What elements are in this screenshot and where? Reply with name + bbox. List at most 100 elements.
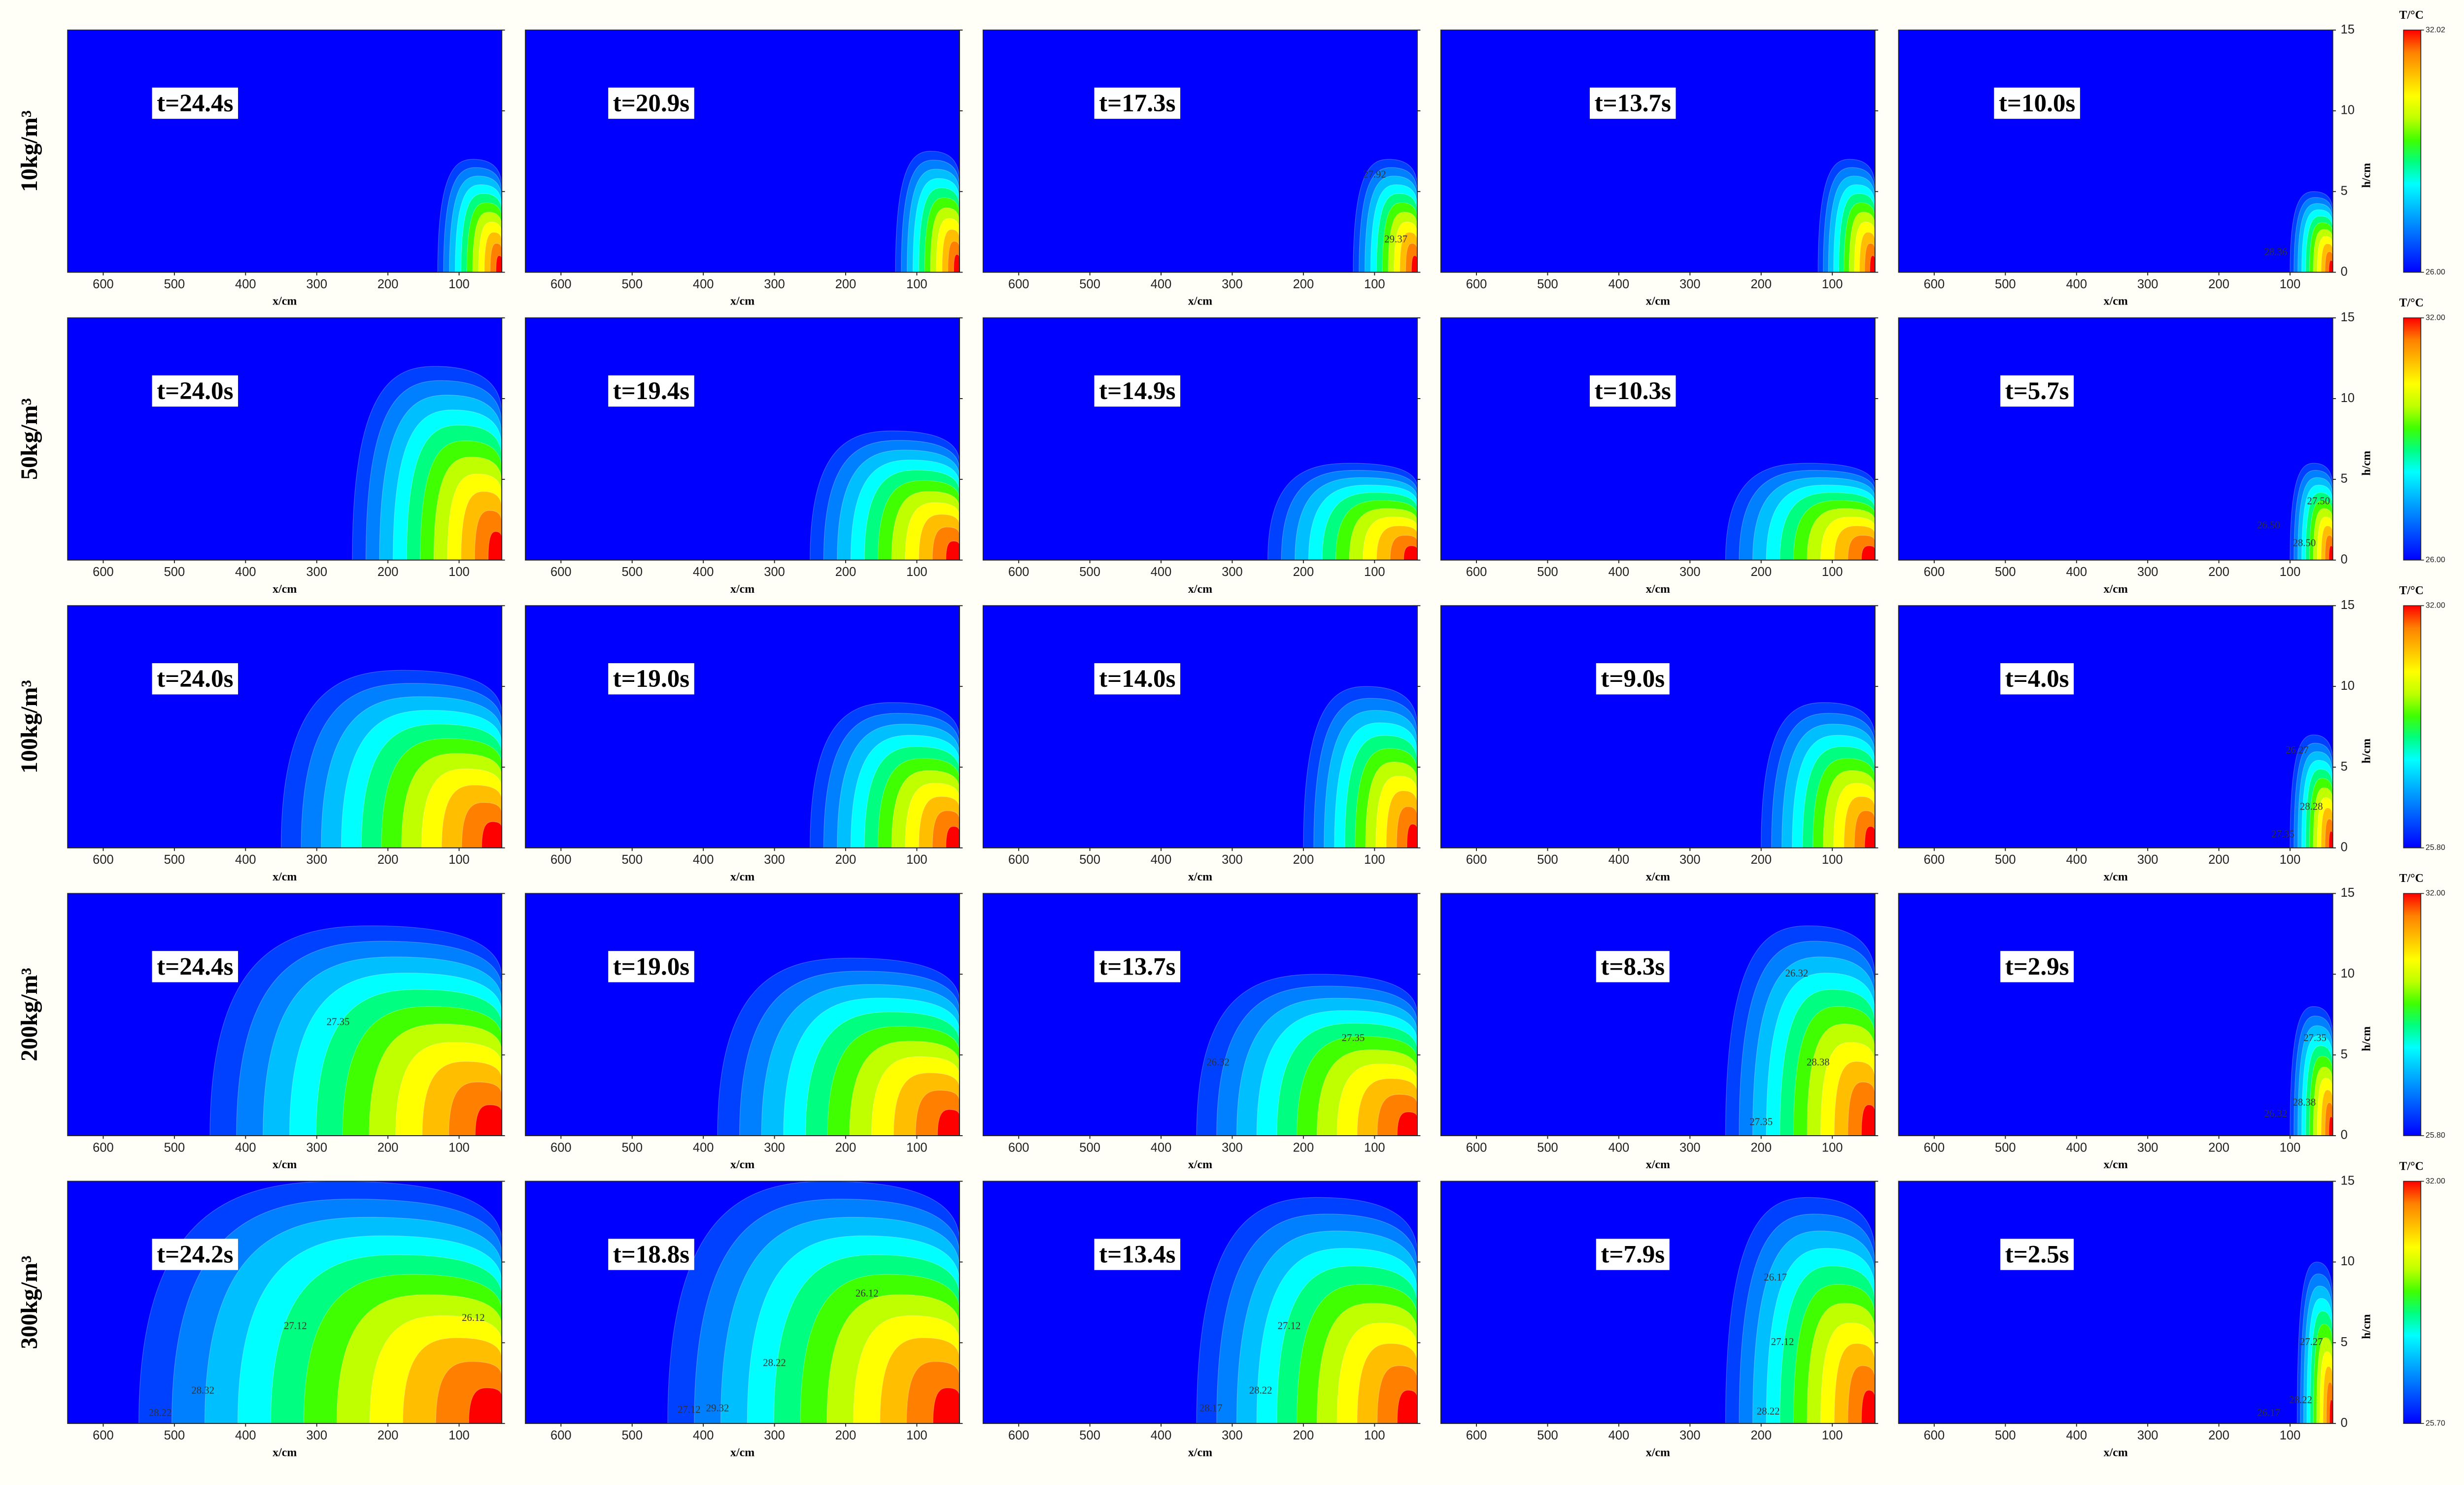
time-text: t=24.0s — [157, 665, 233, 693]
x-tick-label: 200 — [2208, 853, 2229, 867]
x-tick-label: 500 — [621, 1428, 643, 1442]
panel: 27.12 28.32 28.22 26.12 — [68, 1181, 502, 1424]
x-tick-label: 600 — [1008, 1428, 1029, 1442]
x-tick-label: 200 — [1293, 1141, 1314, 1154]
x-tick-label: 200 — [2208, 565, 2229, 579]
x-tick-label: 100 — [906, 565, 927, 579]
x-tick-label: 400 — [693, 853, 714, 867]
time-label: t=10.3s — [1590, 375, 1676, 407]
time-text: t=18.8s — [613, 1240, 689, 1268]
colorbar-tick-label: 32.00 — [2426, 313, 2445, 322]
contour-label: 27.35 — [327, 1016, 350, 1027]
panel-frame — [983, 1181, 1418, 1424]
time-box — [608, 663, 694, 695]
x-tick-label: 100 — [2280, 565, 2301, 579]
time-box — [152, 951, 239, 982]
x-tick-label: 300 — [764, 1141, 785, 1154]
contour-level — [2328, 1116, 2333, 1136]
x-tick-label: 500 — [1079, 853, 1100, 867]
x-tick-label: 400 — [1151, 565, 1172, 579]
x-tick-label: 600 — [550, 1428, 572, 1442]
x-tick-label: 600 — [93, 1428, 114, 1442]
contour-label: 26.32 — [1785, 968, 1809, 979]
panel — [1440, 30, 1875, 272]
x-tick-label: 200 — [2208, 1428, 2229, 1442]
time-box — [2000, 1239, 2074, 1270]
y-tick-label: 15 — [2341, 598, 2355, 612]
x-tick-label: 400 — [2066, 853, 2087, 867]
x-axis-label: x/cm — [730, 583, 754, 596]
x-tick-label: 100 — [448, 277, 470, 291]
time-text: t=19.0s — [613, 952, 689, 980]
contour-level — [495, 255, 502, 272]
x-axis-label: x/cm — [1188, 295, 1212, 308]
x-tick-label: 300 — [306, 1141, 327, 1154]
time-label: t=20.9s — [608, 87, 694, 119]
x-tick-label: 100 — [906, 1141, 927, 1154]
x-tick-label: 400 — [693, 277, 714, 291]
x-tick-label: 400 — [235, 1428, 256, 1442]
contour-label: 26.17 — [2257, 1408, 2280, 1418]
x-axis-label: x/cm — [1188, 1158, 1212, 1171]
contour-label: 28.22 — [1757, 1406, 1780, 1417]
time-box — [1094, 663, 1181, 695]
x-tick-label: 200 — [1293, 565, 1314, 579]
colorbar — [2403, 605, 2422, 848]
time-box — [152, 375, 239, 407]
x-axis-label: x/cm — [273, 1446, 297, 1459]
time-label: t=24.4s — [152, 87, 239, 119]
y-tick-label: 10 — [2341, 679, 2355, 693]
x-tick-label: 400 — [1608, 277, 1630, 291]
x-tick-label: 500 — [1537, 277, 1558, 291]
x-tick-label: 500 — [164, 277, 185, 291]
x-tick-label: 300 — [1222, 565, 1243, 579]
x-tick-label: 600 — [93, 853, 114, 867]
x-axis-label: x/cm — [2104, 583, 2128, 596]
x-tick-label: 600 — [1466, 853, 1487, 867]
time-box — [1590, 87, 1676, 119]
colorbar-label: T/°C — [2399, 9, 2424, 22]
time-box — [1994, 87, 2080, 119]
x-tick-label: 500 — [1079, 1428, 1100, 1442]
x-tick-label: 300 — [2137, 277, 2158, 291]
x-tick-label: 100 — [448, 853, 470, 867]
x-tick-label: 400 — [2066, 277, 2087, 291]
x-tick-label: 200 — [1750, 565, 1772, 579]
x-tick-label: 500 — [1537, 565, 1558, 579]
contour-level — [2329, 1399, 2333, 1424]
time-text: t=10.0s — [1999, 89, 2075, 117]
time-label: t=18.8s — [608, 1239, 694, 1270]
x-tick-label: 400 — [2066, 1428, 2087, 1442]
x-tick-label: 300 — [764, 1428, 785, 1442]
y-axis-label: h/cm — [2360, 1314, 2373, 1339]
contour-label: 26.27 — [2286, 745, 2309, 756]
time-label: t=14.9s — [1094, 375, 1181, 407]
time-text: t=4.0s — [2005, 665, 2069, 693]
panel-background — [983, 30, 1417, 272]
panel-frame — [1440, 1181, 1876, 1424]
contour-label: 28.32 — [191, 1385, 214, 1396]
x-tick-label: 500 — [1537, 1428, 1558, 1442]
panel-background — [1898, 30, 2333, 272]
x-axis-label: x/cm — [1646, 1158, 1670, 1171]
time-text: t=13.4s — [1099, 1240, 1175, 1268]
panel-frame — [1440, 893, 1876, 1136]
x-tick-label: 300 — [1222, 277, 1243, 291]
x-tick-label: 600 — [1008, 853, 1029, 867]
x-tick-label: 600 — [1924, 277, 1945, 291]
x-tick-label: 200 — [377, 853, 399, 867]
x-tick-label: 300 — [1679, 853, 1701, 867]
x-axis-label: x/cm — [1188, 871, 1212, 883]
colorbar-label: T/°C — [2399, 297, 2424, 309]
x-tick-label: 500 — [621, 1141, 643, 1154]
y-tick-label: 5 — [2341, 760, 2348, 774]
x-axis-label: x/cm — [273, 583, 297, 596]
contour-level — [1869, 255, 1875, 272]
x-tick-label: 100 — [1822, 1428, 1843, 1442]
time-label: t=7.9s — [1596, 1239, 1670, 1270]
x-tick-label: 500 — [621, 853, 643, 867]
x-tick-label: 600 — [1466, 1428, 1487, 1442]
x-tick-label: 600 — [550, 277, 572, 291]
panel — [525, 606, 960, 848]
time-box — [1590, 375, 1676, 407]
